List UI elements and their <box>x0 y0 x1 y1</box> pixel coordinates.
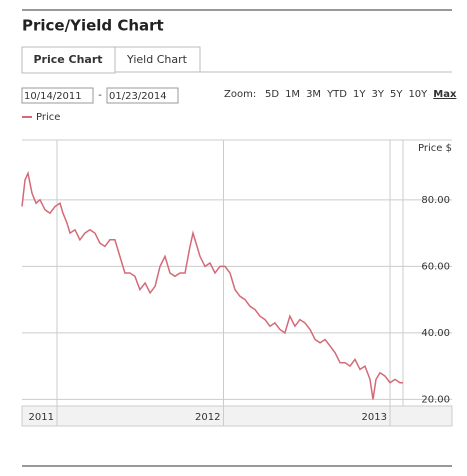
zoom-options: 5D 1M 3M YTD 1Y 3Y 5Y 10Y Max <box>265 89 457 100</box>
tab[interactable] <box>114 46 201 73</box>
date-end[interactable]: 01/23/2014 <box>109 91 167 102</box>
date-input[interactable] <box>21 87 94 104</box>
zoom-option[interactable]: 3M <box>306 89 321 100</box>
x-tick-label: 2012 <box>195 412 220 423</box>
plot: 20.00 40.00 60.00 80.00 2011 2012 2013 <box>21 140 452 426</box>
y-tick-label: 60.00 <box>421 261 450 272</box>
x-tick-label: 2011 <box>29 412 54 423</box>
y-tick-label: 20.00 <box>421 394 450 405</box>
zoom-option[interactable]: 1Y <box>353 89 366 100</box>
zoom-option[interactable]: 10Y <box>408 89 428 100</box>
x-axis-band <box>21 405 453 427</box>
page-title: Price/Yield Chart <box>22 17 164 35</box>
date-separator: - <box>98 90 102 101</box>
tab-label[interactable]: Price Chart <box>33 53 102 66</box>
zoom-option[interactable]: 5Y <box>390 89 403 100</box>
y-tick-label: 80.00 <box>421 195 450 206</box>
y-tick-label: 40.00 <box>421 328 450 339</box>
tab-label[interactable]: Yield Chart <box>126 53 188 66</box>
y-axis-title: Price $ <box>418 143 452 154</box>
x-tick-label: 2013 <box>362 412 387 423</box>
price-line <box>21 170 403 400</box>
zoom-option[interactable]: 1M <box>285 89 300 100</box>
zoom-option[interactable]: YTD <box>326 89 347 100</box>
date-input[interactable] <box>106 87 179 104</box>
zoom-option[interactable]: 3Y <box>371 89 384 100</box>
zoom-label: Zoom: <box>224 89 256 100</box>
zoom-option[interactable]: Max <box>433 89 457 100</box>
date-start[interactable]: 10/14/2011 <box>24 91 82 102</box>
legend-label: Price <box>36 112 60 123</box>
zoom-option[interactable]: 5D <box>265 89 279 100</box>
